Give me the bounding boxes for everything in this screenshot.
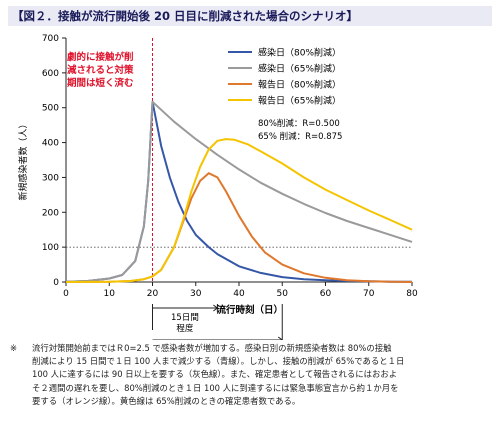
legend-label: 報告日（65%削減） <box>258 95 341 107</box>
y-axis-label: 新規感染者数（人） <box>17 119 29 200</box>
footnote-line: 要する（オレンジ線）。黄色線は 65%削減のときの確定患者数である。 <box>32 395 301 406</box>
bracket-30-arrowhead <box>277 336 284 340</box>
footnote-line: そ２週間の遅れを要し、80%削減のとき１日 100 人に到達するには緊急事態宣言… <box>32 382 399 393</box>
annotation-text: 期間は短く済む <box>67 77 134 89</box>
x-tick-label: 40 <box>233 289 245 299</box>
annotation-text: 減されると対策 <box>67 64 134 76</box>
y-tick-label: 0 <box>53 278 59 288</box>
series-line-1 <box>65 100 412 283</box>
model-param-text: 65% 削減：R=0.875 <box>258 131 342 142</box>
x-tick-label: 50 <box>277 289 289 299</box>
figure-title: 【図２．接触が流行開始後 20 日目に削減された場合のシナリオ】 <box>8 6 492 26</box>
model-param-text: 80%削減：R=0.500 <box>258 118 340 129</box>
legend-label: 感染日（80%削減） <box>258 47 341 59</box>
x-tick-label: 60 <box>320 289 332 299</box>
bracket-15-label: 程度 <box>176 323 194 334</box>
bracket-15-arrowhead <box>213 304 219 312</box>
y-tick-label: 500 <box>42 104 59 114</box>
y-tick-label: 300 <box>42 173 59 183</box>
footnote: ※ 流行対策開始前まではＲ0=2.5 で感染者数が増加する。感染日別の新規感染者… <box>10 342 487 408</box>
chart: 0 10 20 30 40 50 60 70 80 0 100 200 300 400 500 600 700 新… <box>17 34 418 340</box>
x-tick-label: 20 <box>147 289 159 299</box>
legend-label: 感染日（65%削減） <box>258 63 341 75</box>
y-tick-label: 100 <box>42 243 59 253</box>
footnote-line: 100 人に達するには 90 日以上を要する（灰色線）。また、確定患者として報告… <box>32 369 398 380</box>
y-tick-label: 200 <box>42 208 59 218</box>
x-tick-label: 10 <box>104 289 116 299</box>
y-tick-label: 400 <box>42 139 59 149</box>
y-tick-label: 700 <box>42 34 59 44</box>
series-line-2 <box>65 100 413 283</box>
footnote-line: 削減により 15 日間で１日 100 人まで減少する（青線）。しかし、接触の削減… <box>32 356 405 367</box>
x-tick-label: 30 <box>190 289 202 299</box>
x-tick-label: 0 <box>63 289 69 299</box>
series-line-4 <box>65 138 413 283</box>
x-tick-label: 80 <box>406 289 418 299</box>
bracket-15-label: 15日間 <box>171 313 199 323</box>
x-tick-label: 70 <box>363 289 375 299</box>
y-tick-label: 600 <box>42 69 59 79</box>
footnote-mark: ※ <box>10 343 18 353</box>
x-axis-label: 流行時刻（日） <box>217 304 284 316</box>
annotation-text: 劇的に接触が削 <box>66 51 134 63</box>
legend-label: 報告日（80%削減） <box>258 79 341 91</box>
footnote-line: 流行対策開始前まではＲ0=2.5 で感染者数が増加する。感染日別の新規感染者数は… <box>32 343 392 353</box>
